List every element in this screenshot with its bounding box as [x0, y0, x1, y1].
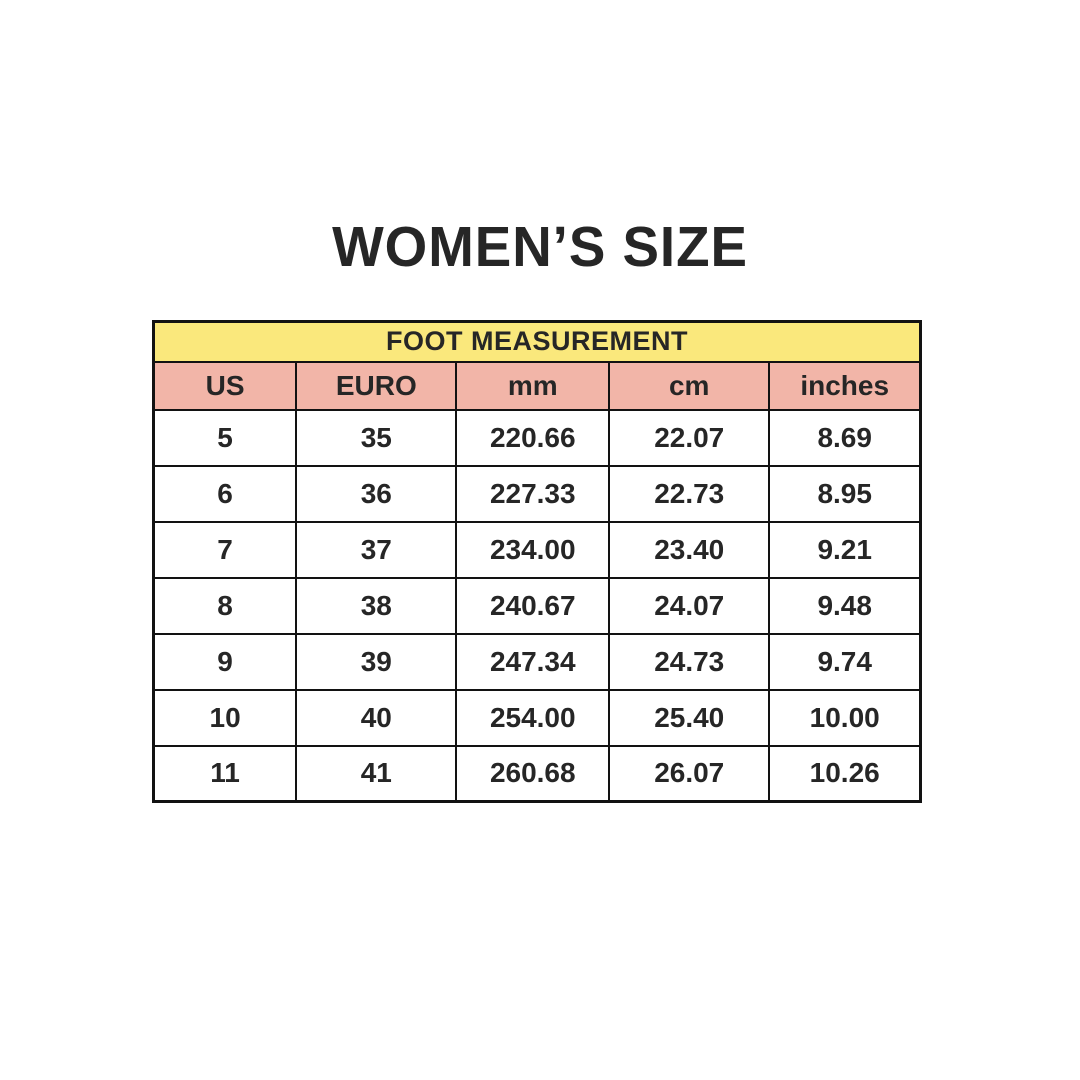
cell-euro: 39 [295, 632, 458, 691]
table-row: 11 41 260.68 26.07 10.26 [152, 744, 922, 803]
cell-us: 7 [152, 520, 298, 579]
cell-euro: 40 [295, 688, 458, 747]
cell-us: 10 [152, 688, 298, 747]
cell-mm: 234.00 [455, 520, 611, 579]
cell-cm: 22.07 [608, 408, 771, 467]
column-header-row: US EURO mm cm inches [152, 360, 922, 411]
cell-cm: 24.73 [608, 632, 771, 691]
page-title: WOMEN’S SIZE [332, 215, 748, 279]
table-row: 6 36 227.33 22.73 8.95 [152, 464, 922, 523]
column-header-mm: mm [455, 360, 611, 411]
cell-cm: 24.07 [608, 576, 771, 635]
cell-mm: 227.33 [455, 464, 611, 523]
cell-us: 5 [152, 408, 298, 467]
cell-inches: 9.74 [768, 632, 922, 691]
cell-euro: 36 [295, 464, 458, 523]
table-banner: FOOT MEASUREMENT [152, 320, 922, 363]
column-header-inches: inches [768, 360, 922, 411]
column-header-cm: cm [608, 360, 771, 411]
table-body: 5 35 220.66 22.07 8.69 6 36 227.33 22.73 8.95 7 37 2… [152, 408, 922, 803]
cell-inches: 10.26 [768, 744, 922, 803]
column-header-us: US [152, 360, 298, 411]
cell-cm: 26.07 [608, 744, 771, 803]
table-row: 7 37 234.00 23.40 9.21 [152, 520, 922, 579]
cell-euro: 35 [295, 408, 458, 467]
cell-us: 9 [152, 632, 298, 691]
cell-inches: 8.95 [768, 464, 922, 523]
table-row: 5 35 220.66 22.07 8.69 [152, 408, 922, 467]
column-header-euro: EURO [295, 360, 458, 411]
cell-mm: 247.34 [455, 632, 611, 691]
cell-inches: 8.69 [768, 408, 922, 467]
cell-cm: 23.40 [608, 520, 771, 579]
cell-cm: 22.73 [608, 464, 771, 523]
cell-us: 6 [152, 464, 298, 523]
cell-cm: 25.40 [608, 688, 771, 747]
cell-inches: 9.48 [768, 576, 922, 635]
cell-mm: 260.68 [455, 744, 611, 803]
banner-row: FOOT MEASUREMENT [152, 320, 922, 363]
cell-euro: 38 [295, 576, 458, 635]
cell-us: 11 [152, 744, 298, 803]
cell-mm: 254.00 [455, 688, 611, 747]
size-table: FOOT MEASUREMENT US EURO mm cm inches 5 35 220… [152, 320, 922, 803]
table-row: 10 40 254.00 25.40 10.00 [152, 688, 922, 747]
cell-euro: 41 [295, 744, 458, 803]
cell-mm: 240.67 [455, 576, 611, 635]
table-row: 9 39 247.34 24.73 9.74 [152, 632, 922, 691]
cell-inches: 10.00 [768, 688, 922, 747]
cell-mm: 220.66 [455, 408, 611, 467]
cell-inches: 9.21 [768, 520, 922, 579]
cell-euro: 37 [295, 520, 458, 579]
cell-us: 8 [152, 576, 298, 635]
table-row: 8 38 240.67 24.07 9.48 [152, 576, 922, 635]
